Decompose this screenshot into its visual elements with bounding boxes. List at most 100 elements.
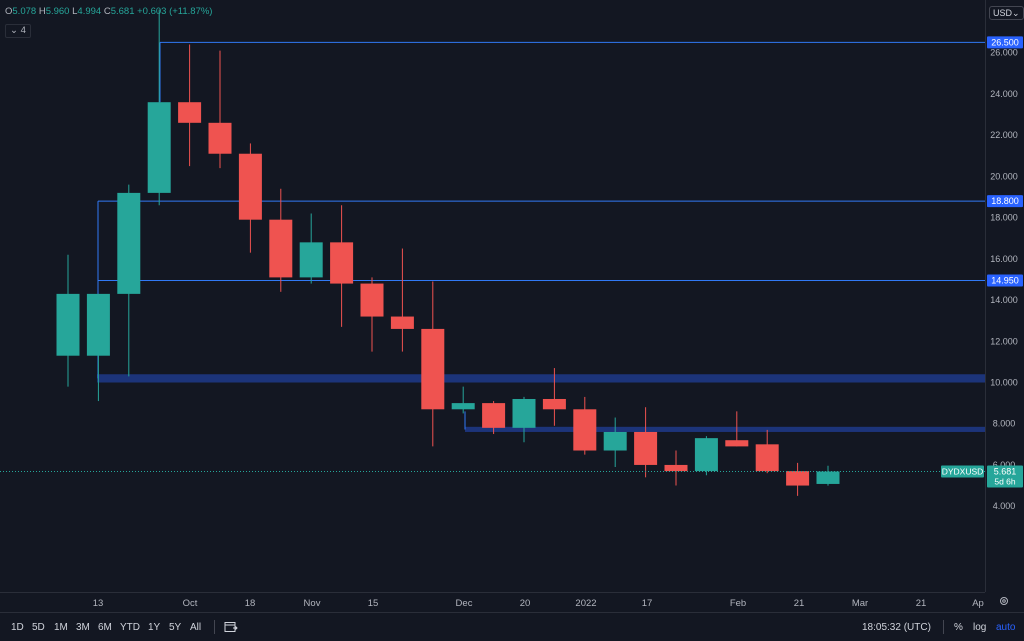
candle-body bbox=[573, 409, 597, 451]
volume-toggle-value: 4 bbox=[20, 25, 26, 36]
candle-body bbox=[755, 444, 779, 472]
high-label: H bbox=[38, 6, 46, 17]
change-value: +0.603 (+11.87%) bbox=[137, 6, 213, 17]
candle-body bbox=[816, 471, 840, 484]
x-tick-label: 18 bbox=[245, 598, 256, 609]
chevron-down-icon: ⌄ bbox=[10, 25, 18, 36]
range-6m-button[interactable]: 6M bbox=[98, 622, 112, 633]
candle-body bbox=[178, 102, 202, 123]
y-tick-label: 22.000 bbox=[990, 130, 1018, 140]
range-5d-button[interactable]: 5D bbox=[32, 622, 45, 633]
candle-body bbox=[86, 293, 110, 356]
candle-body bbox=[786, 471, 810, 486]
candle-body bbox=[694, 438, 718, 472]
level-label-box bbox=[987, 36, 1023, 49]
x-tick-label: Ap bbox=[972, 598, 984, 609]
range-3m-button[interactable]: 3M bbox=[76, 622, 90, 633]
candle-body bbox=[421, 328, 445, 410]
candle-body bbox=[664, 464, 688, 472]
x-tick-label: Oct bbox=[183, 598, 198, 609]
x-tick-label: 21 bbox=[916, 598, 927, 609]
candle-body bbox=[299, 242, 323, 278]
date-range-icon[interactable] bbox=[224, 621, 238, 633]
range-all-button[interactable]: All bbox=[190, 622, 202, 633]
candle-body bbox=[56, 293, 80, 356]
y-tick-label: 4.000 bbox=[993, 501, 1016, 511]
level-label: 26.500 bbox=[991, 37, 1019, 47]
candle-body bbox=[451, 403, 475, 410]
candle-body bbox=[603, 431, 627, 451]
support-zone bbox=[97, 374, 985, 383]
range-1y-button[interactable]: 1Y bbox=[148, 622, 161, 633]
auto-scale-button[interactable]: auto bbox=[996, 622, 1016, 633]
toolbar-divider bbox=[214, 620, 215, 634]
candle-body bbox=[390, 316, 414, 329]
last-price-tag-box bbox=[987, 465, 1023, 488]
x-tick-label: Feb bbox=[730, 598, 746, 609]
low-label: L bbox=[72, 6, 78, 17]
support-zone bbox=[465, 426, 985, 432]
chevron-down-icon: ⌄ bbox=[1012, 8, 1020, 18]
x-tick-label: 13 bbox=[93, 598, 104, 609]
percent-scale-button[interactable]: % bbox=[954, 622, 963, 633]
close-label: C bbox=[103, 6, 111, 17]
candle-body bbox=[482, 403, 506, 428]
y-tick-label: 20.000 bbox=[990, 171, 1018, 181]
candle-body bbox=[238, 153, 262, 220]
range-1d-button[interactable]: 1D bbox=[11, 622, 24, 633]
candle-body bbox=[512, 398, 536, 428]
clock-label[interactable]: 18:05:32 (UTC) bbox=[862, 622, 931, 633]
x-tick-label: 17 bbox=[642, 598, 653, 609]
symbol-tag: DYDXUSD bbox=[942, 467, 984, 477]
y-tick-label: 14.000 bbox=[990, 295, 1018, 305]
toolbar-divider bbox=[943, 620, 944, 634]
candle-body bbox=[147, 102, 171, 193]
level-label: 14.950 bbox=[991, 275, 1019, 285]
x-tick-label: 2022 bbox=[575, 598, 596, 609]
price-chart[interactable]: 4.000 6.000 8.000 10.000 12.000 14.000 16.000 1… bbox=[0, 0, 1024, 612]
x-tick-label: 21 bbox=[794, 598, 805, 609]
open-label: O bbox=[5, 6, 13, 17]
y-tick-label: 12.000 bbox=[990, 336, 1018, 346]
range-ytd-button[interactable]: YTD bbox=[120, 622, 140, 633]
volume-toggle[interactable]: ⌄ 4 bbox=[5, 24, 31, 38]
x-tick-label: Mar bbox=[852, 598, 868, 609]
candle-body bbox=[330, 242, 354, 284]
level-label-box bbox=[987, 195, 1023, 208]
range-1m-button[interactable]: 1M bbox=[54, 622, 68, 633]
open-value: 5.078 bbox=[12, 6, 37, 17]
currency-label: USD bbox=[993, 8, 1013, 18]
settings-icon[interactable] bbox=[998, 595, 1010, 607]
currency-selector[interactable]: USD⌄ bbox=[989, 6, 1024, 20]
x-tick-label: Dec bbox=[456, 598, 473, 609]
bar-countdown: 5d 6h bbox=[994, 477, 1016, 487]
chart-background bbox=[0, 0, 1024, 612]
y-tick-label: 24.000 bbox=[990, 89, 1018, 99]
x-tick-label: Nov bbox=[304, 598, 321, 609]
y-tick-label: 10.000 bbox=[990, 378, 1018, 388]
candle-body bbox=[117, 192, 141, 294]
x-tick-label: 15 bbox=[368, 598, 379, 609]
symbol-tag-box bbox=[941, 465, 984, 478]
y-tick-label: 8.000 bbox=[993, 419, 1016, 429]
x-tick-label: 20 bbox=[520, 598, 531, 609]
y-tick-label: 26.000 bbox=[990, 48, 1018, 58]
level-label-box bbox=[987, 274, 1023, 287]
y-tick-label: 18.000 bbox=[990, 213, 1018, 223]
candle-body bbox=[634, 431, 658, 465]
y-tick-label: 6.000 bbox=[993, 460, 1016, 470]
low-value: 4.994 bbox=[77, 6, 102, 17]
candle-body bbox=[725, 440, 749, 447]
candle-body bbox=[360, 283, 384, 317]
log-scale-button[interactable]: log bbox=[973, 622, 987, 633]
y-tick-label: 16.000 bbox=[990, 254, 1018, 264]
ohlc-legend: O5.078 H5.960 L4.994 C5.681 +0.603 (+11.… bbox=[5, 6, 212, 17]
bottom-toolbar: 1D 5D 1M 3M 6M YTD 1Y 5Y All 18:05:32 (U… bbox=[0, 612, 1024, 641]
close-value: 5.681 bbox=[110, 6, 135, 17]
high-value: 5.960 bbox=[45, 6, 70, 17]
candle-body bbox=[542, 398, 566, 410]
candle-body bbox=[269, 219, 293, 278]
candle-body bbox=[208, 122, 232, 154]
range-5y-button[interactable]: 5Y bbox=[169, 622, 182, 633]
last-price-label: 5.681 bbox=[994, 467, 1017, 477]
